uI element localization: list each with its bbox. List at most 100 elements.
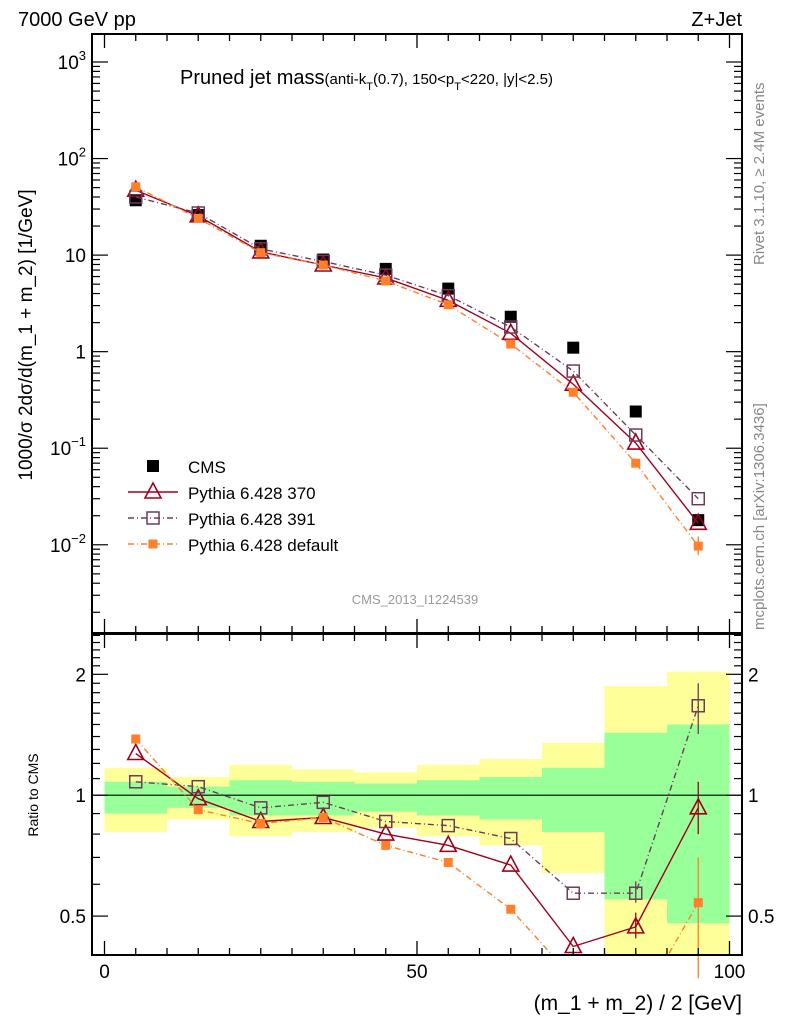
uncertainty-band-inner xyxy=(417,780,480,816)
main-point-pdef xyxy=(193,213,203,223)
legend-marker-p370 xyxy=(143,481,163,499)
ratio-point-p370 xyxy=(438,834,458,853)
ratio-point-pdef xyxy=(443,857,453,867)
main-point-pdef xyxy=(131,182,141,192)
ratio-y-tick-label-left: 0.5 xyxy=(60,907,86,928)
ratio-point-pdef xyxy=(506,904,516,914)
ratio-point-pdef xyxy=(256,819,266,829)
mcplots-label: mcplots.cern.ch [arXiv:1306.3436] xyxy=(751,403,768,630)
ratio-point-p391 xyxy=(441,818,455,833)
ratio-point-pdef xyxy=(193,805,203,815)
legend-label: Pythia 6.428 391 xyxy=(188,510,316,529)
y-tick-exponent: −1 xyxy=(71,434,86,449)
ratio-point-p370 xyxy=(126,742,146,761)
y-tick-exponent: 2 xyxy=(79,145,86,160)
legend-label: Pythia 6.428 370 xyxy=(188,484,316,503)
ratio-point-p370 xyxy=(376,823,396,841)
ratio-y-tick-label-right: 1 xyxy=(748,786,759,807)
title-sub-0: (anti-k xyxy=(325,71,367,88)
rivet-label: Rivet 3.1.10, ≥ 2.4M events xyxy=(751,83,768,266)
y-tick-base: 1 xyxy=(75,343,86,364)
main-point-p391 xyxy=(629,428,643,442)
ratio-point-p391 xyxy=(129,775,143,789)
y-axis-label: 1000/σ 2dσ/d(m_1 + m_2) [1/GeV] xyxy=(16,189,37,480)
main-line-pdef xyxy=(135,186,699,547)
legend-label: CMS xyxy=(188,458,226,477)
ratio-point-p391 xyxy=(379,814,393,829)
ratio-line-p370 xyxy=(135,752,699,948)
main-point-p391 xyxy=(566,364,580,378)
uncertainty-band-inner xyxy=(104,781,167,814)
y-tick-base: 10 xyxy=(58,150,79,171)
legend: CMS Pythia 6.428 370 Pythia 6.428 391 Pythi… xyxy=(128,458,339,555)
main-point-pdef xyxy=(506,339,516,349)
main-point-pdef xyxy=(568,387,578,397)
uncertainty-band-inner xyxy=(604,732,667,900)
ratio-point-pdef xyxy=(131,734,141,744)
title-sub-4: <220, |y|<2.5) xyxy=(461,71,553,88)
ratio-point-pdef xyxy=(318,812,328,822)
title-sub-2: (0.7), 150<p xyxy=(373,71,454,88)
y-tick-label: 10−2 xyxy=(50,531,86,557)
title-sub-3: T xyxy=(454,81,461,93)
legend-marker-p391 xyxy=(146,511,160,525)
ratio-point-p370 xyxy=(501,854,521,872)
main-point-pdef xyxy=(443,300,453,310)
analysis-id: CMS_2013_I1224539 xyxy=(352,592,479,607)
main-line-p370 xyxy=(135,189,699,524)
main-point-pdef xyxy=(381,276,391,286)
main-point-pdef xyxy=(631,458,641,468)
ratio-line-pdef xyxy=(135,738,699,955)
main-point-pdef xyxy=(693,541,703,551)
y-tick-base: 10 xyxy=(50,536,71,557)
x-tick-label: 100 xyxy=(714,962,746,983)
ratio-y-tick-label-right: 2 xyxy=(748,665,759,686)
main-point-p370 xyxy=(688,512,708,531)
ratio-point-p391 xyxy=(191,779,205,794)
uncertainty-band-inner xyxy=(229,780,292,816)
header-right: Z+Jet xyxy=(691,9,742,31)
legend-marker-cms xyxy=(147,460,159,472)
ratio-point-p370 xyxy=(188,788,208,806)
main-point-cms xyxy=(629,405,642,418)
uncertainty-band-inner xyxy=(542,767,605,832)
ratio-point-p391 xyxy=(316,795,330,810)
main-point-p391 xyxy=(504,320,518,334)
ratio-point-pdef xyxy=(693,898,703,908)
ratio-point-p391 xyxy=(254,801,268,815)
main-point-p391 xyxy=(691,491,705,506)
uncertainty-band-inner xyxy=(354,783,417,812)
y-tick-label: 103 xyxy=(58,48,86,74)
header-left: 7000 GeV pp xyxy=(18,9,136,31)
ratio-point-p391 xyxy=(566,886,580,900)
ratio-panel: 0 50 100 0.5 0.5 1 1 2 2 xyxy=(60,633,774,983)
main-point-cms xyxy=(692,514,705,527)
ratio-point-p391 xyxy=(691,699,705,713)
uncertainty-band-inner xyxy=(479,776,542,820)
x-tick-label: 0 xyxy=(99,962,110,983)
legend-marker-pdef xyxy=(148,539,158,549)
y-tick-label: 10 xyxy=(65,246,86,267)
chart-title: Pruned jet mass(anti-kT(0.7), 150<pT<220… xyxy=(180,67,553,93)
y-tick-base: 10 xyxy=(65,246,86,267)
main-point-cms xyxy=(567,341,580,354)
ratio-point-p391 xyxy=(629,886,643,900)
y-tick-label: 10−1 xyxy=(50,434,86,460)
x-axis-label: (m_1 + m_2) / 2 [GeV] xyxy=(534,992,742,1015)
ratio-point-p370 xyxy=(626,916,646,934)
y-tick-base: 10 xyxy=(58,53,79,74)
ratio-point-p370 xyxy=(688,797,708,815)
legend-label: Pythia 6.428 default xyxy=(188,536,339,555)
main-point-p370 xyxy=(501,322,521,341)
ratio-point-pdef xyxy=(381,840,391,850)
y-tick-exponent: −2 xyxy=(71,531,86,546)
y-tick-label: 1 xyxy=(75,343,86,364)
ratio-line-p391 xyxy=(135,705,699,894)
main-point-cms xyxy=(442,282,455,295)
title-sub-1: T xyxy=(366,81,373,93)
main-point-pdef xyxy=(256,248,266,258)
title-main: Pruned jet mass xyxy=(180,67,325,89)
ratio-y-label: Ratio to CMS xyxy=(25,753,41,836)
main-point-cms xyxy=(504,310,517,323)
